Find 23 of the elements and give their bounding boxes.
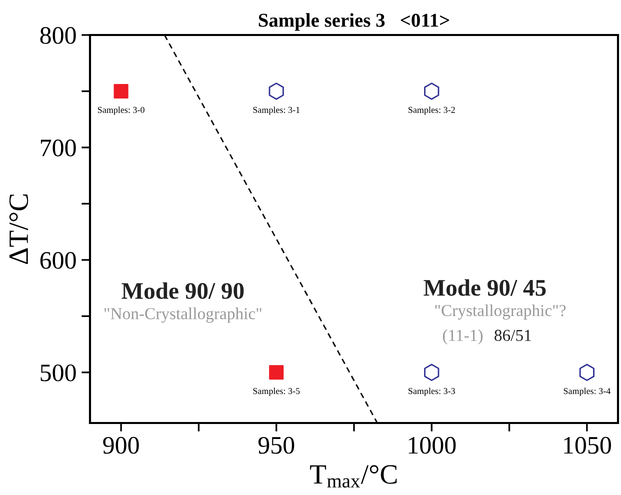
annotation: Samples: 3-0 (98, 106, 144, 115)
annotation: Samples: 3-3 (408, 388, 455, 396)
annotation: Samples: 3-1 (253, 106, 300, 115)
y-axis-title: ΔT/°C (9, 194, 28, 264)
x-tick-label: 1050 (564, 436, 611, 454)
annotation: "Crystallographic"? (435, 304, 566, 320)
annotation: Samples: 3-4 (564, 388, 610, 396)
x-tick-label: 900 (103, 436, 139, 454)
annotation: Samples: 3-2 (408, 106, 455, 115)
y-tick-label: 800 (40, 27, 76, 44)
chart-title: Sample series 3 <011> (258, 13, 450, 31)
x-tick-label: 1000 (408, 436, 456, 454)
y-tick-label: 600 (40, 252, 76, 269)
annotation: "Non-Crystallographic" (104, 308, 262, 323)
y-tick-label: 700 (40, 140, 76, 156)
annotation: 86/51 (494, 330, 531, 342)
x-axis-title: T$_{max}$/°C (310, 465, 397, 488)
annotation: Mode 90/ 45 (424, 279, 546, 296)
y-tick-label: 500 (40, 364, 76, 382)
annotation: Mode 90/ 90 (122, 282, 244, 299)
x-tick-label: 950 (258, 436, 294, 454)
annotation: (11-1) (442, 329, 483, 344)
annotation: Samples: 3-5 (253, 388, 300, 396)
